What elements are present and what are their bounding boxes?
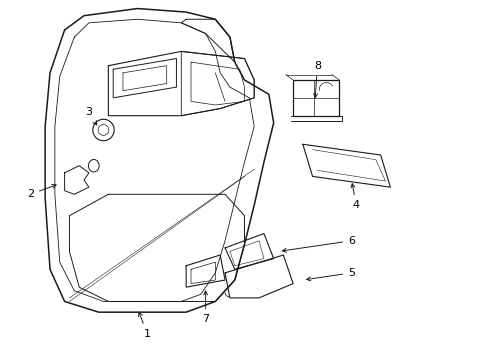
Text: 8: 8: [313, 61, 320, 98]
Text: 4: 4: [350, 184, 359, 210]
Text: 3: 3: [85, 107, 97, 125]
Text: 2: 2: [27, 184, 56, 199]
Text: 1: 1: [138, 312, 150, 339]
Text: 7: 7: [202, 291, 209, 324]
Text: 5: 5: [306, 268, 354, 281]
Text: 6: 6: [282, 236, 354, 252]
